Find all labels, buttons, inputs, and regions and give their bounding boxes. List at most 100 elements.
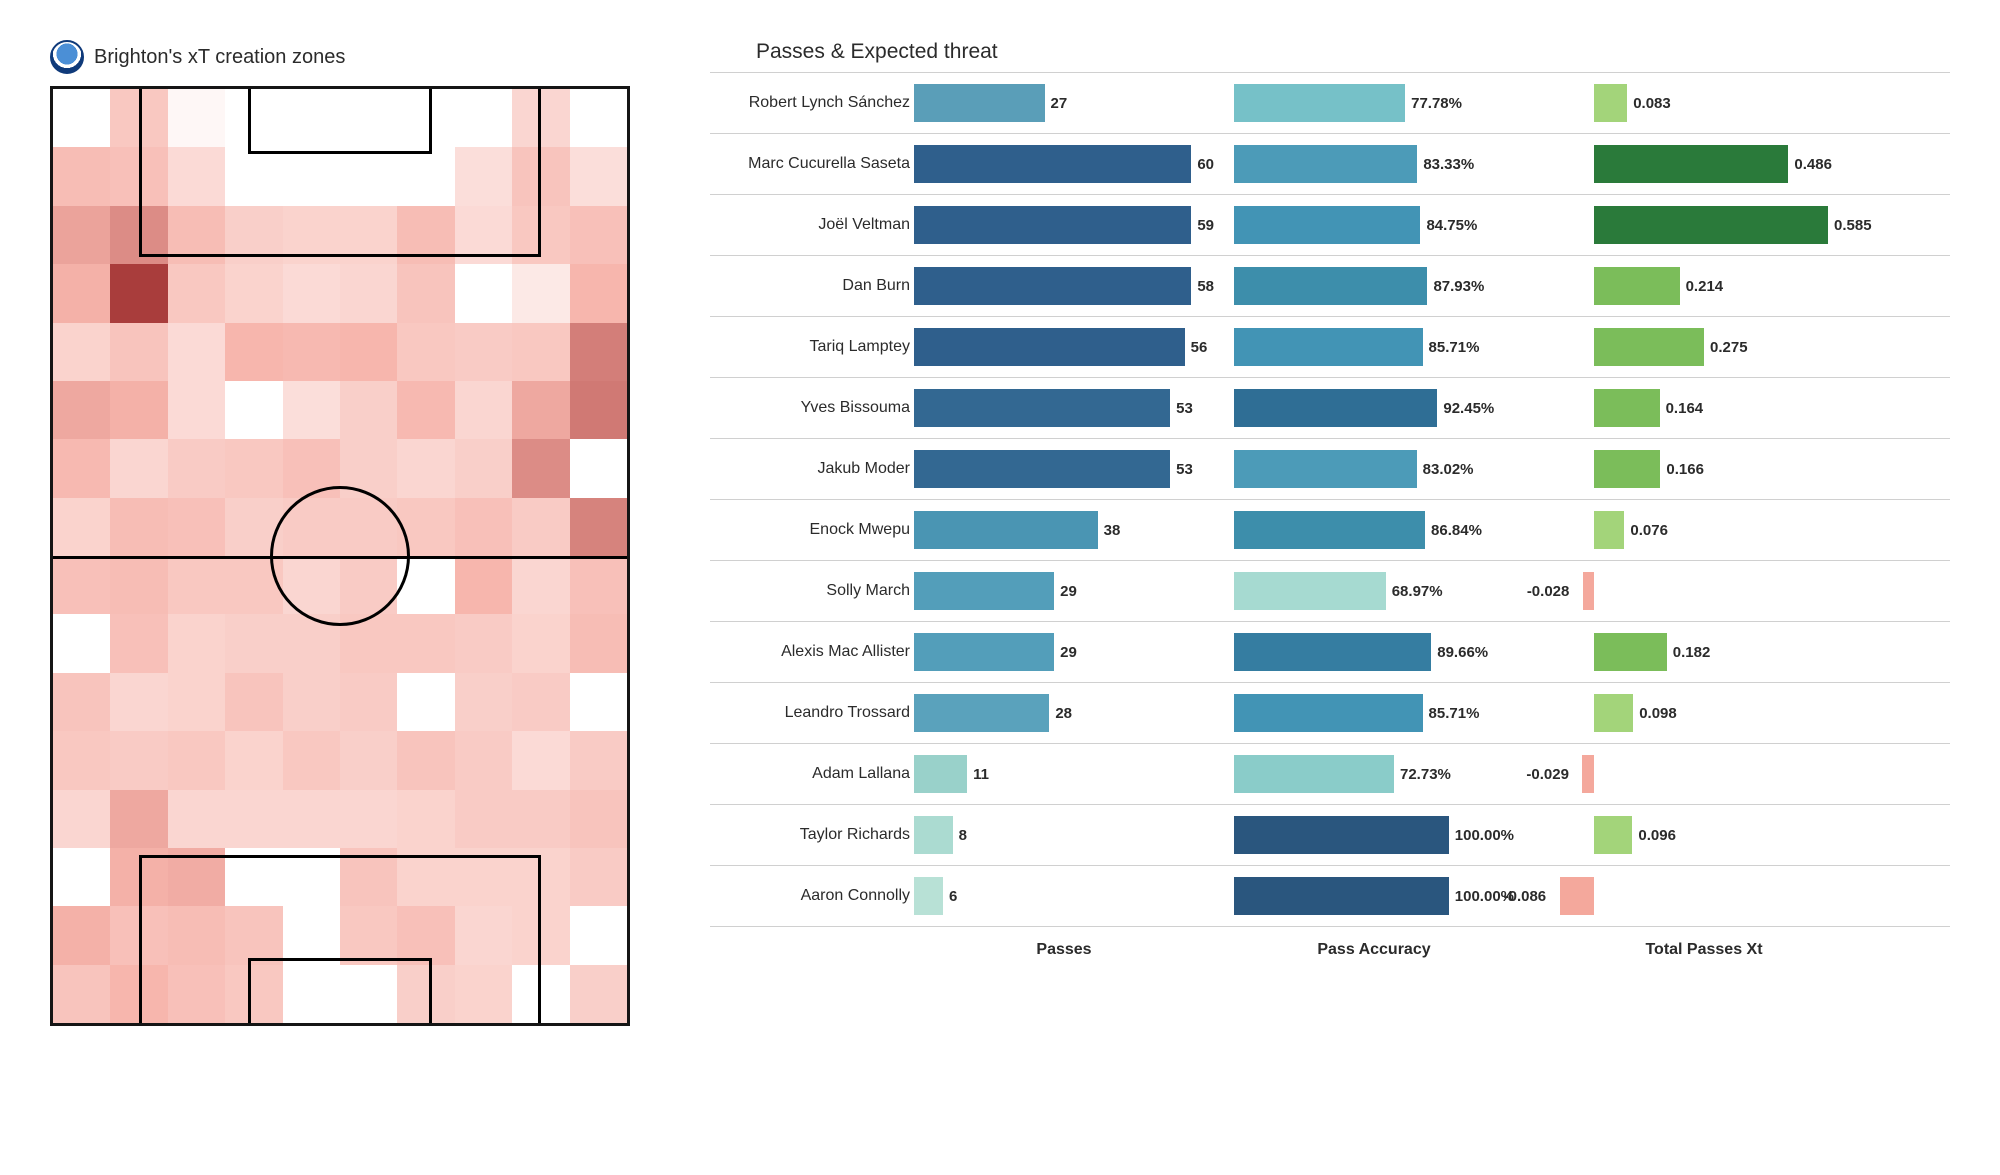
accuracy-bar — [1234, 877, 1449, 915]
heat-cell — [168, 790, 225, 848]
passes-cell: 53 — [914, 449, 1214, 489]
passes-cell: 53 — [914, 388, 1214, 428]
xt-cell: -0.028 — [1534, 571, 1874, 611]
heat-cell — [397, 147, 454, 205]
heat-cell — [225, 614, 282, 672]
passes-bar — [914, 694, 1049, 732]
accuracy-cell: 100.00% — [1234, 876, 1514, 916]
bar-chart-panel: Passes & Expected threat Robert Lynch Sá… — [710, 40, 1950, 963]
player-name: Aaron Connolly — [710, 887, 910, 905]
column-headers: Passes Pass Accuracy Total Passes Xt — [710, 926, 1950, 963]
heat-cell — [397, 556, 454, 614]
passes-value: 53 — [1176, 400, 1193, 417]
heat-cell — [53, 498, 110, 556]
xt-cell: -0.086 — [1534, 876, 1874, 916]
heat-cell — [283, 673, 340, 731]
xt-bar — [1594, 633, 1667, 671]
accuracy-bar — [1234, 84, 1405, 122]
heat-cell — [570, 498, 627, 556]
heat-cell — [340, 556, 397, 614]
heat-cell — [283, 147, 340, 205]
accuracy-bar — [1234, 145, 1417, 183]
heat-cell — [397, 498, 454, 556]
heat-cell — [512, 731, 569, 789]
player-row: Robert Lynch Sánchez2777.78%0.083 — [710, 72, 1950, 133]
heat-cell — [397, 731, 454, 789]
heat-cell — [283, 439, 340, 497]
accuracy-value: 89.66% — [1437, 644, 1488, 661]
heat-cell — [570, 673, 627, 731]
heat-cell — [168, 147, 225, 205]
accuracy-bar — [1234, 694, 1423, 732]
heat-cell — [53, 673, 110, 731]
heat-cell — [512, 206, 569, 264]
accuracy-value: 87.93% — [1433, 278, 1484, 295]
heat-cell — [53, 264, 110, 322]
passes-cell: 29 — [914, 632, 1214, 672]
heat-cell — [53, 89, 110, 147]
accuracy-bar — [1234, 267, 1427, 305]
heat-cell — [53, 323, 110, 381]
accuracy-cell: 83.02% — [1234, 449, 1514, 489]
xt-cell: 0.275 — [1534, 327, 1874, 367]
player-name: Solly March — [710, 582, 910, 600]
heat-cell — [110, 790, 167, 848]
player-row: Leandro Trossard2885.71%0.098 — [710, 682, 1950, 743]
heat-cell — [283, 731, 340, 789]
heat-cell — [455, 556, 512, 614]
heat-cell — [512, 264, 569, 322]
heat-cell — [397, 848, 454, 906]
xt-cell: -0.029 — [1534, 754, 1874, 794]
heat-cell — [225, 965, 282, 1023]
xt-bar — [1594, 328, 1704, 366]
xt-cell: 0.098 — [1534, 693, 1874, 733]
passes-value: 59 — [1197, 217, 1214, 234]
player-row: Taylor Richards8100.00%0.096 — [710, 804, 1950, 865]
heat-cell — [168, 965, 225, 1023]
heat-cell — [570, 614, 627, 672]
heat-cell — [283, 790, 340, 848]
accuracy-cell: 89.66% — [1234, 632, 1514, 672]
xt-value: 0.585 — [1834, 217, 1872, 234]
accuracy-bar — [1234, 328, 1423, 366]
accuracy-bar — [1234, 511, 1425, 549]
heat-cell — [397, 264, 454, 322]
heat-cell — [397, 790, 454, 848]
player-row: Alexis Mac Allister2989.66%0.182 — [710, 621, 1950, 682]
accuracy-value: 68.97% — [1392, 583, 1443, 600]
heat-cell — [110, 381, 167, 439]
heat-cell — [110, 965, 167, 1023]
passes-value: 28 — [1055, 705, 1072, 722]
heat-cell — [570, 206, 627, 264]
heat-cell — [283, 89, 340, 147]
heat-cell — [110, 323, 167, 381]
heat-cell — [340, 673, 397, 731]
accuracy-bar — [1234, 755, 1394, 793]
accuracy-cell: 84.75% — [1234, 205, 1514, 245]
heat-cell — [283, 614, 340, 672]
heat-cell — [455, 614, 512, 672]
heat-cell — [570, 848, 627, 906]
passes-value: 29 — [1060, 583, 1077, 600]
heat-cell — [570, 147, 627, 205]
heat-cell — [570, 556, 627, 614]
player-row: Solly March 29 68.97% -0.028 — [710, 560, 1950, 621]
heat-cell — [512, 323, 569, 381]
player-row: Aaron Connolly6100.00%-0.086 — [710, 865, 1950, 926]
accuracy-bar — [1234, 450, 1417, 488]
heat-cell — [168, 381, 225, 439]
xt-cell: 0.164 — [1534, 388, 1874, 428]
heat-cell — [455, 790, 512, 848]
heat-cell — [168, 731, 225, 789]
heat-cell — [455, 673, 512, 731]
accuracy-value: 77.78% — [1411, 95, 1462, 112]
heat-cell — [53, 206, 110, 264]
accuracy-bar — [1234, 572, 1386, 610]
passes-bar — [914, 389, 1170, 427]
heat-cell — [225, 323, 282, 381]
heat-cell — [340, 206, 397, 264]
heat-cell — [283, 498, 340, 556]
xt-value: -0.086 — [1504, 888, 1547, 905]
accuracy-bar — [1234, 389, 1437, 427]
heat-cell — [225, 147, 282, 205]
